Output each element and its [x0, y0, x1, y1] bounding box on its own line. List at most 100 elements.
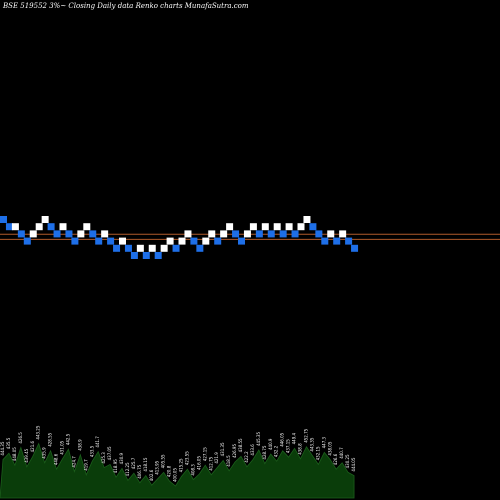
renko-brick-41 [238, 237, 245, 245]
renko-brick-54 [315, 230, 323, 238]
renko-brick-9 [47, 223, 55, 231]
price-label-46: 440.9 [268, 438, 273, 450]
price-label-22: 412.25 [125, 462, 130, 476]
price-label-35: 427.15 [202, 447, 207, 461]
price-label-6: 421.6 [30, 440, 35, 452]
renko-brick-45 [261, 223, 269, 231]
chart-title: BSE 519552 3%~ Closing Daily data Renko … [3, 2, 249, 10]
renko-brick-33 [190, 237, 198, 245]
price-label-34: 416.05 [196, 456, 201, 470]
renko-brick-48 [279, 230, 287, 238]
renko-brick-19 [107, 237, 115, 245]
renko-brick-8 [41, 216, 49, 223]
price-label-18: 425.3 [101, 452, 106, 464]
renko-brick-17 [95, 237, 103, 245]
renko-brick-18 [101, 230, 109, 238]
renko-brick-34 [196, 244, 204, 252]
renko-brick-32 [184, 230, 192, 238]
renko-brick-53 [309, 223, 317, 231]
renko-brick-39 [226, 223, 234, 231]
price-label-54: 432.15 [315, 446, 320, 460]
price-label-28: 405.55 [161, 454, 166, 468]
price-label-53: 443.35 [309, 437, 314, 451]
renko-brick-37 [214, 237, 222, 245]
price-label-10: 448.6 [54, 453, 59, 465]
price-label-26: 402.6 [149, 469, 154, 481]
renko-brick-22 [124, 244, 132, 252]
price-label-25: 418.15 [143, 457, 148, 471]
renko-brick-5 [23, 237, 31, 245]
renko-brick-11 [59, 223, 67, 231]
price-label-44: 445.35 [256, 432, 261, 446]
price-label-47: 432.2 [274, 445, 279, 457]
price-label-58: 440.7 [339, 447, 344, 459]
price-label-45: 428.75 [262, 445, 267, 459]
price-label-27: 413.95 [155, 460, 160, 474]
price-label-59: 430.25 [345, 454, 350, 468]
price-label-33: 408.3 [190, 464, 195, 476]
price-label-57: 426.6 [333, 453, 338, 465]
price-label-5: 439.45 [24, 448, 29, 462]
price-label-60: 444.05 [351, 457, 356, 471]
price-label-4: 426.5 [18, 432, 23, 444]
renko-brick-23 [130, 252, 138, 259]
renko-brick-29 [166, 237, 174, 245]
price-label-14: 438.9 [77, 439, 82, 451]
price-label-48: 446.05 [280, 432, 285, 446]
price-label-17: 441.7 [95, 436, 100, 448]
price-label-36: 412.75 [208, 456, 213, 470]
price-label-20: 418.95 [113, 459, 118, 473]
renko-brick-21 [119, 237, 126, 245]
renko-brick-44 [255, 230, 263, 238]
volume-area [0, 442, 355, 499]
price-label-21: 430.9 [119, 452, 124, 464]
renko-brick-13 [71, 237, 79, 245]
price-label-31: 415.25 [179, 458, 184, 472]
price-label-41: 438.55 [238, 438, 243, 452]
renko-brick-36 [208, 230, 216, 238]
renko-brick-12 [65, 230, 73, 238]
price-label-39: 418.5 [226, 455, 231, 467]
price-label-49: 437.15 [286, 439, 291, 453]
price-label-7: 443.25 [36, 425, 41, 439]
renko-brick-1 [0, 216, 7, 223]
price-label-11: 431.05 [60, 440, 65, 454]
price-label-38: 431.35 [220, 442, 225, 456]
price-label-52: 452.75 [303, 428, 308, 442]
price-label-9: 428.55 [48, 432, 53, 446]
price-label-16: 433.5 [89, 445, 94, 457]
renko-brick-59 [345, 237, 353, 245]
price-label-23: 425.7 [131, 457, 136, 469]
renko-brick-42 [243, 230, 251, 238]
renko-brick-47 [273, 223, 281, 231]
renko-brick-20 [113, 244, 121, 252]
price-label-55: 447.3 [321, 436, 326, 448]
price-label-56: 438.05 [327, 441, 332, 455]
renko-brick-27 [154, 252, 162, 259]
price-label-32: 423.55 [184, 451, 189, 465]
renko-brick-38 [220, 230, 228, 238]
price-label-15: 419.7 [83, 459, 88, 471]
price-label-19: 437.05 [107, 446, 112, 460]
renko-brick-51 [297, 223, 305, 231]
renko-brick-24 [136, 244, 144, 252]
renko-brick-46 [267, 230, 275, 238]
renko-brick-15 [83, 223, 91, 231]
renko-brick-10 [53, 230, 61, 238]
price-label-1: 444.35 [0, 441, 5, 455]
renko-brick-52 [303, 216, 311, 223]
renko-brick-4 [17, 230, 25, 238]
price-label-12: 442.5 [65, 433, 70, 445]
renko-brick-28 [160, 244, 168, 252]
renko-brick-50 [291, 230, 299, 238]
renko-brick-35 [202, 237, 210, 245]
renko-brick-49 [285, 223, 293, 231]
price-label-43: 433.6 [250, 444, 255, 456]
price-label-2: 435.5 [6, 437, 11, 449]
price-label-37: 421.9 [214, 452, 219, 464]
price-label-24: 406.75 [137, 464, 142, 478]
renko-brick-55 [321, 237, 329, 245]
price-label-51: 438.8 [298, 443, 303, 455]
